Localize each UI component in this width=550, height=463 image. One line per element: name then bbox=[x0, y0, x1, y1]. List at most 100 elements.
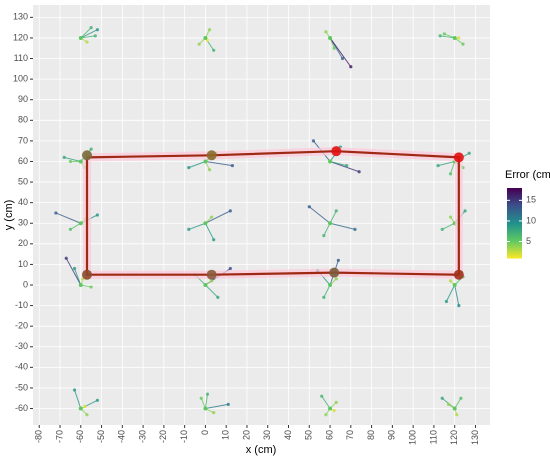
error-ray bbox=[55, 212, 81, 224]
estimate-point bbox=[436, 163, 440, 168]
vertex-point bbox=[82, 269, 93, 280]
anchor-point bbox=[203, 35, 208, 40]
y-tick-label: 100 bbox=[13, 73, 28, 83]
error-ray bbox=[329, 210, 337, 224]
estimate-point bbox=[340, 56, 345, 61]
colorbar-step bbox=[507, 228, 522, 231]
estimate-point bbox=[205, 392, 210, 396]
estimate-point bbox=[457, 36, 461, 40]
x-tick-label: -30 bbox=[137, 430, 147, 443]
error-ray bbox=[204, 223, 215, 240]
colorbar-step bbox=[507, 210, 522, 213]
colorbar-step bbox=[507, 223, 522, 226]
estimate-point bbox=[228, 266, 232, 271]
error-ray bbox=[440, 35, 455, 39]
colorbar-step bbox=[507, 207, 522, 210]
estimate-point bbox=[446, 402, 451, 407]
x-tick-label: 40 bbox=[283, 430, 293, 440]
estimate-point bbox=[212, 238, 216, 242]
x-tick-label: 20 bbox=[241, 430, 251, 440]
x-tick-label: 70 bbox=[345, 430, 355, 440]
error-ray bbox=[205, 160, 233, 167]
vertex-point bbox=[329, 267, 340, 278]
estimate-point bbox=[207, 28, 212, 32]
colorbar-step bbox=[507, 254, 522, 257]
estimate-point bbox=[187, 227, 191, 232]
x-tick-label: -50 bbox=[96, 430, 106, 443]
estimate-point bbox=[444, 299, 448, 304]
anchor-point bbox=[452, 283, 457, 287]
y-tick-label: 90 bbox=[18, 94, 28, 104]
estimate-point bbox=[334, 400, 338, 404]
estimate-point bbox=[210, 215, 214, 219]
vertex-point bbox=[453, 269, 464, 280]
estimate-point bbox=[62, 155, 66, 159]
error-ray bbox=[65, 257, 82, 286]
anchor-point bbox=[203, 283, 208, 287]
estimate-point bbox=[440, 227, 444, 232]
estimate-point bbox=[324, 30, 328, 34]
colorbar-step bbox=[507, 212, 522, 215]
estimate-point bbox=[89, 147, 93, 151]
estimate-point bbox=[95, 398, 99, 402]
anchor-point bbox=[78, 159, 83, 164]
colorbar-step bbox=[507, 205, 522, 208]
error-ray bbox=[450, 161, 456, 174]
colorbar-step bbox=[507, 191, 522, 194]
estimate-point bbox=[72, 388, 77, 392]
estimate-point bbox=[212, 411, 216, 415]
y-tick-label: 20 bbox=[18, 238, 28, 248]
estimate-point bbox=[461, 42, 465, 46]
error-ray bbox=[64, 156, 81, 162]
colorbar-step bbox=[507, 196, 522, 199]
estimate-point bbox=[64, 256, 68, 260]
estimate-point bbox=[349, 65, 353, 69]
estimate-point bbox=[455, 413, 459, 417]
legend-title: Error (cm) bbox=[505, 169, 550, 181]
estimate-point bbox=[85, 40, 89, 44]
estimate-point bbox=[322, 295, 326, 299]
estimate-point bbox=[442, 32, 446, 36]
estimate-point bbox=[93, 34, 97, 38]
x-tick-label: 10 bbox=[221, 430, 231, 440]
anchor-point bbox=[78, 406, 83, 411]
colorbar-step bbox=[507, 203, 522, 206]
error-ray bbox=[70, 222, 82, 230]
estimate-point bbox=[332, 408, 336, 413]
x-tick-label: -80 bbox=[34, 430, 44, 443]
error-ray bbox=[205, 403, 229, 410]
x-tick-label: -20 bbox=[158, 430, 168, 443]
y-tick-label: 130 bbox=[13, 12, 28, 22]
estimate-point bbox=[216, 295, 220, 299]
estimate-point bbox=[457, 303, 461, 308]
colorbar-step bbox=[507, 235, 522, 238]
y-tick-label: 40 bbox=[18, 197, 28, 207]
error-ray bbox=[454, 397, 462, 409]
estimate-point bbox=[83, 404, 87, 409]
estimate-point bbox=[85, 413, 89, 417]
estimate-point bbox=[332, 46, 336, 50]
estimate-point bbox=[230, 163, 235, 168]
error-ray bbox=[329, 222, 356, 230]
error-ray bbox=[445, 284, 456, 302]
colorbar-step bbox=[507, 209, 522, 212]
colorbar-step bbox=[507, 230, 522, 233]
estimate-point bbox=[438, 34, 442, 38]
x-tick-label: 50 bbox=[304, 430, 314, 440]
error-ray bbox=[80, 29, 98, 39]
colorbar-step bbox=[507, 193, 522, 196]
x-tick-label: 100 bbox=[408, 430, 418, 445]
error-ray bbox=[442, 222, 455, 230]
estimate-point bbox=[54, 211, 58, 215]
estimate-point bbox=[68, 159, 72, 164]
colorbar-step bbox=[507, 233, 522, 236]
estimate-point bbox=[207, 168, 212, 172]
estimate-point bbox=[311, 139, 316, 143]
y-tick-label: 80 bbox=[18, 115, 28, 125]
anchor-point bbox=[203, 406, 208, 411]
colorbar-step bbox=[507, 245, 522, 248]
y-tick-label: -20 bbox=[15, 321, 28, 331]
y-tick-label: 0 bbox=[23, 279, 28, 289]
anchor-point bbox=[78, 221, 83, 226]
